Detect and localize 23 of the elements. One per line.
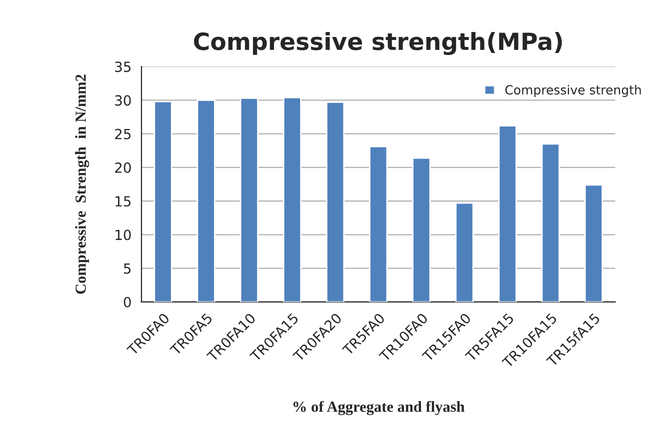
y-tick-label: 15: [116, 196, 131, 207]
y-tick-label: 20: [115, 162, 131, 173]
y-tick-label: 10: [116, 230, 131, 240]
bar: [240, 98, 258, 302]
bar: [154, 100, 172, 302]
legend-label: Compressive strength: [505, 84, 641, 98]
bar: [541, 143, 560, 302]
bar: [369, 146, 388, 302]
bar: [196, 100, 216, 302]
x-axis-title: % of Aggregate and flyash: [293, 400, 465, 416]
bar: [326, 102, 345, 302]
bar: [584, 184, 604, 302]
y-tick-label: 35: [115, 62, 131, 72]
y-axis-title: Compressive Strength in N/mm2: [75, 74, 90, 294]
y-tick-label: 0: [124, 296, 131, 308]
bar: [412, 157, 431, 302]
y-tick-label: 30: [115, 95, 131, 106]
bar: [282, 96, 302, 302]
y-tick-label: 5: [124, 263, 131, 274]
bar: [455, 202, 474, 302]
chart-title: Compressive strength(MPa): [194, 32, 562, 56]
bar: [498, 125, 517, 302]
y-tick-label: 25: [115, 128, 131, 140]
